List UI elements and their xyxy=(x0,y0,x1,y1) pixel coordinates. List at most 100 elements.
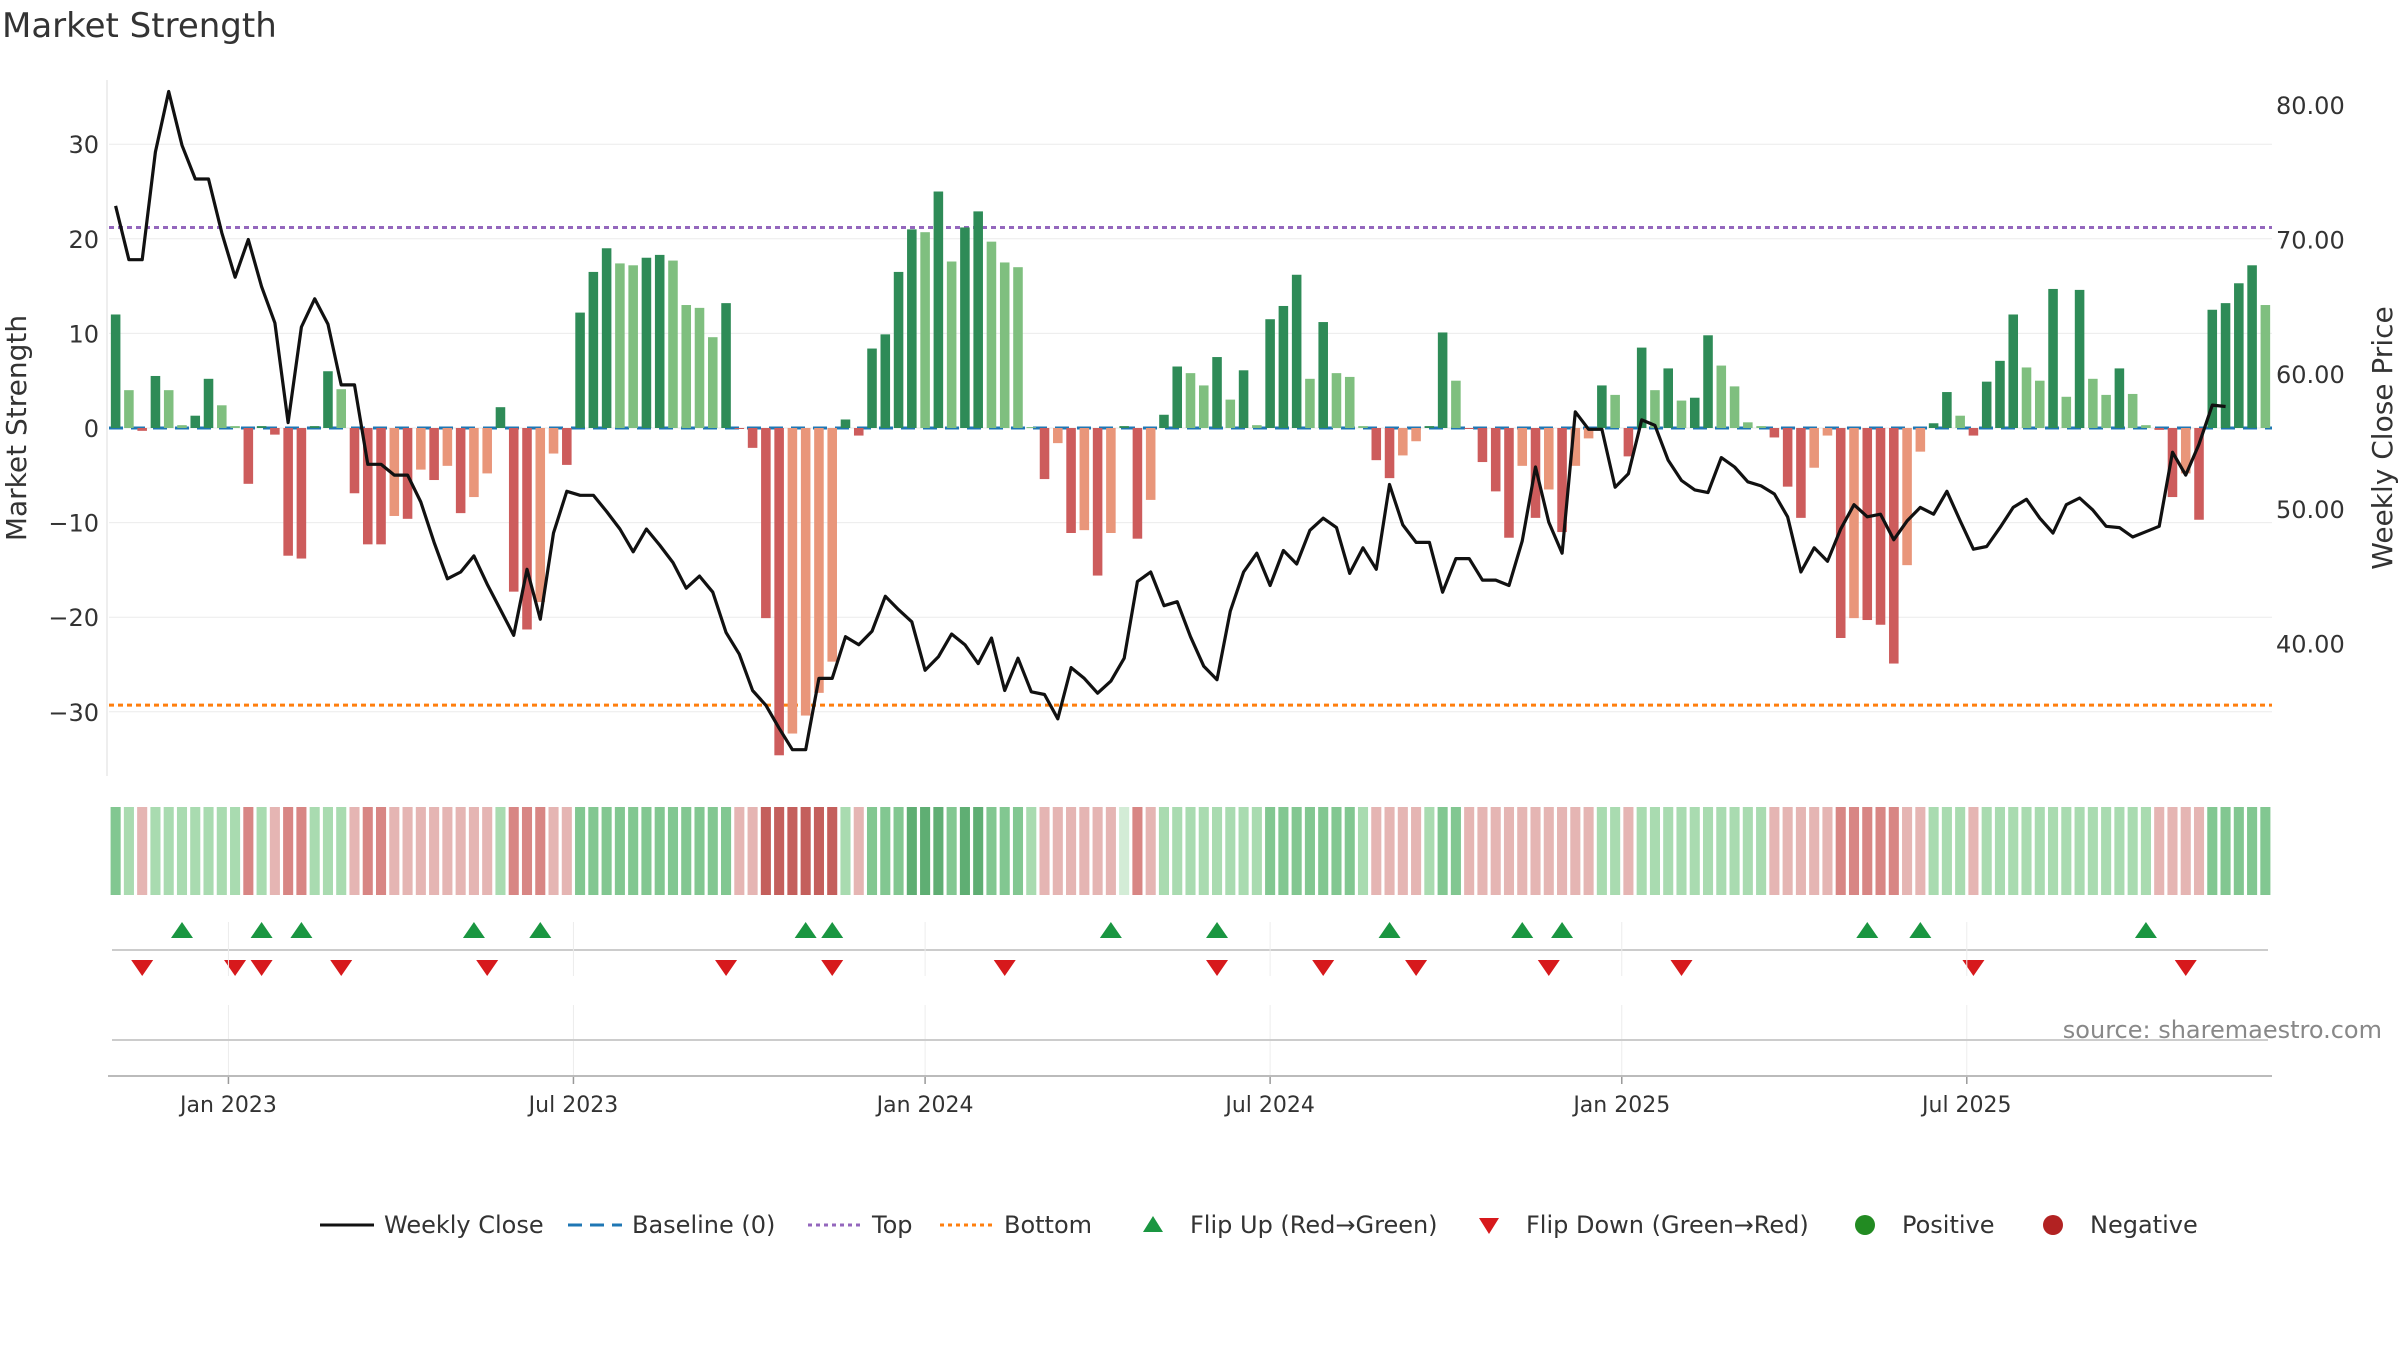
strength-bar xyxy=(946,261,957,428)
heat-cell xyxy=(2180,807,2191,895)
heat-cell xyxy=(1105,807,1116,895)
heat-cell xyxy=(362,807,373,895)
x-tick-label: Jul 2023 xyxy=(527,1093,619,1118)
triangle-up-icon xyxy=(1143,1216,1163,1232)
heat-cell xyxy=(1278,807,1289,895)
heat-cell xyxy=(1941,807,1952,895)
flip-down-marker xyxy=(821,960,844,976)
strength-bar xyxy=(482,428,492,474)
strength-bar xyxy=(588,271,599,428)
strength-bar xyxy=(668,260,678,428)
heat-cell xyxy=(1636,807,1647,895)
heat-cell xyxy=(1211,807,1223,895)
strength-bar xyxy=(429,428,439,481)
strength-bar xyxy=(1437,332,1448,428)
heat-cell xyxy=(614,807,625,895)
heat-cell xyxy=(1809,807,1820,895)
strength-bar xyxy=(1517,428,1528,466)
strength-bar xyxy=(495,407,506,428)
strength-bar xyxy=(2008,314,2019,428)
heat-cell xyxy=(1397,807,1408,895)
strength-bar xyxy=(1225,399,1236,428)
strength-bar xyxy=(1132,428,1143,539)
strength-bar xyxy=(2114,368,2125,428)
strength-bar xyxy=(800,428,811,716)
strength-bar xyxy=(1689,397,1700,428)
strength-bar xyxy=(1676,400,1687,428)
heat-cell xyxy=(176,807,188,895)
heat-cell xyxy=(1357,807,1369,895)
strength-bar xyxy=(893,271,904,428)
strength-bar xyxy=(1451,380,1461,428)
strength-bar xyxy=(1039,428,1050,480)
heat-cell xyxy=(1862,807,1873,895)
strength-bar xyxy=(1875,428,1886,625)
flip-down-marker xyxy=(250,960,273,976)
legend-label: Weekly Close xyxy=(384,1211,544,1239)
heat-cell xyxy=(1742,807,1753,895)
heat-cell xyxy=(601,807,612,895)
heat-cell xyxy=(800,807,811,895)
legend-label: Positive xyxy=(1902,1211,1995,1239)
strength-bar xyxy=(2074,289,2085,428)
strength-bar xyxy=(814,428,824,693)
heat-cell xyxy=(336,807,347,895)
flip-up-marker xyxy=(170,922,193,938)
strength-bar xyxy=(1782,428,1793,487)
dotted-line-swatch-icon xyxy=(940,1223,994,1227)
legend-label: Baseline (0) xyxy=(632,1211,776,1239)
heat-cell xyxy=(1835,807,1846,895)
strength-bar xyxy=(1504,428,1514,538)
legend-item-negative: Negative xyxy=(2024,1208,2198,1242)
flip-down-marker xyxy=(1962,960,1985,976)
heat-cell xyxy=(1875,807,1886,895)
heat-cell xyxy=(2154,807,2165,895)
heat-cell xyxy=(455,807,466,895)
heat-cell xyxy=(1052,807,1063,895)
strength-bar xyxy=(2247,265,2257,428)
flip-down-marker xyxy=(1537,960,1560,976)
heat-cell xyxy=(641,807,652,895)
strength-bar xyxy=(110,314,121,428)
flip-up-marker xyxy=(1909,922,1932,938)
legend-item-flip-up: Flip Up (Red→Green) xyxy=(1124,1208,1438,1242)
flip-up-marker xyxy=(250,922,273,938)
heat-cell xyxy=(1994,807,2006,895)
strength-bar xyxy=(124,390,134,428)
heat-cell xyxy=(1822,807,1833,895)
heat-cell xyxy=(2247,807,2258,895)
heat-cell xyxy=(1490,807,1501,895)
heat-cell xyxy=(322,807,333,895)
strength-bar xyxy=(1066,428,1076,533)
y2-tick-label: 50.00 xyxy=(2276,496,2345,524)
x-tick-label: Jan 2025 xyxy=(1571,1093,1670,1118)
strength-bar xyxy=(309,426,320,428)
strength-bar xyxy=(402,428,413,519)
dash-swatch-icon xyxy=(568,1223,622,1227)
heat-cell xyxy=(1344,807,1355,895)
legend-item-bottom: Bottom xyxy=(938,1208,1092,1242)
strength-bar xyxy=(1995,360,2005,428)
strength-bar xyxy=(973,211,983,428)
strength-bar xyxy=(1623,428,1634,457)
strength-bar xyxy=(1026,427,1037,429)
heat-cell xyxy=(1596,807,1607,895)
heat-cell xyxy=(2207,807,2218,895)
heat-cell xyxy=(1119,807,1130,895)
strength-bar xyxy=(1424,426,1435,428)
heat-cell xyxy=(468,807,479,895)
strength-bar xyxy=(163,390,174,428)
heat-cell xyxy=(734,807,745,895)
heat-cell xyxy=(840,807,851,895)
heat-cell xyxy=(2114,807,2125,895)
flip-down-marker xyxy=(330,960,353,976)
strength-bar xyxy=(283,428,293,556)
heat-cell xyxy=(349,807,360,895)
strength-bar xyxy=(999,262,1010,428)
heat-cell xyxy=(442,807,453,895)
legend-label: Bottom xyxy=(1004,1211,1093,1239)
strength-bar xyxy=(1743,422,1753,428)
strength-bar xyxy=(880,334,891,428)
strength-bar xyxy=(920,232,930,428)
heat-cell xyxy=(495,807,506,895)
